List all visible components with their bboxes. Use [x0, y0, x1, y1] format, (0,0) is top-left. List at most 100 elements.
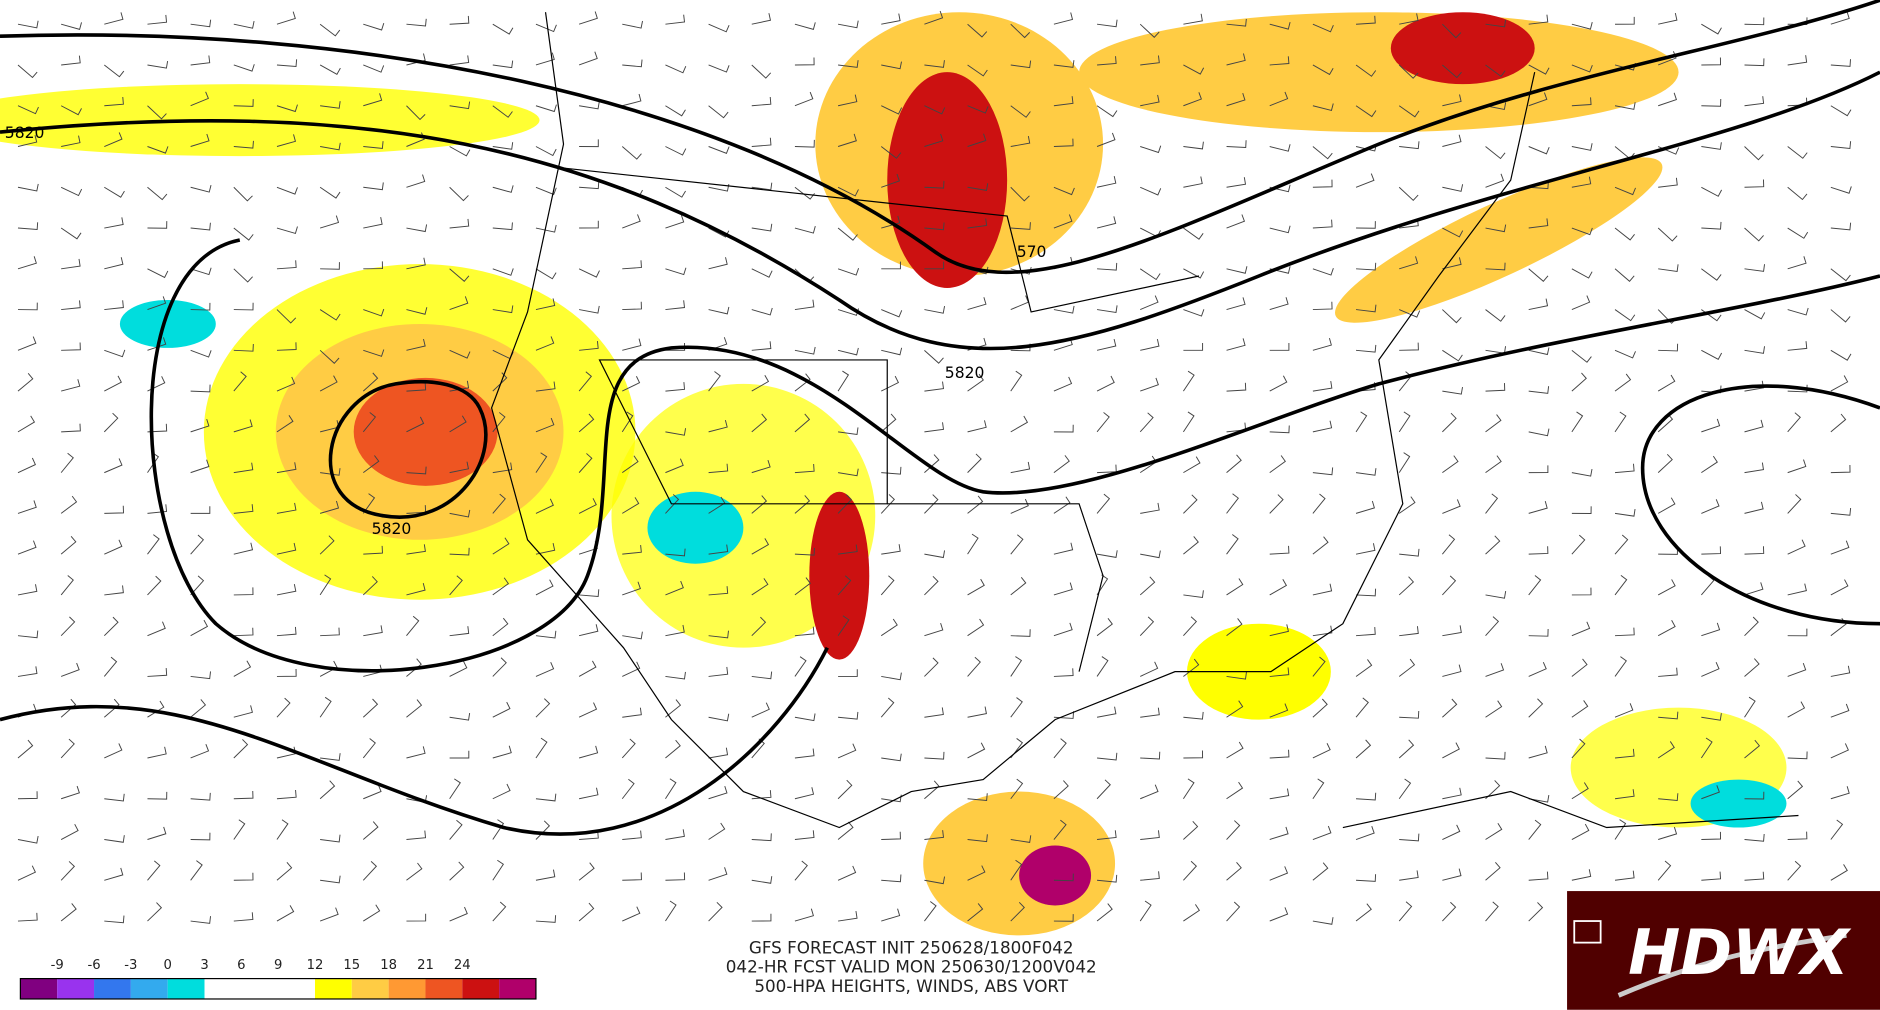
barb	[880, 413, 897, 433]
barb	[1744, 227, 1764, 242]
barb	[1528, 14, 1549, 25]
barb	[535, 104, 557, 113]
barb	[1571, 411, 1584, 433]
barb	[1528, 218, 1549, 229]
barb	[1053, 914, 1074, 922]
barb	[362, 372, 379, 392]
barb	[449, 778, 461, 800]
barb	[1096, 176, 1117, 188]
contour	[0, 646, 829, 836]
barb	[1528, 298, 1549, 311]
barb	[708, 496, 726, 514]
barb	[1571, 506, 1592, 514]
barb	[1399, 833, 1420, 842]
barb	[320, 468, 341, 476]
barb	[363, 93, 383, 107]
barb	[1312, 301, 1333, 311]
barb	[1701, 622, 1721, 637]
barb	[794, 787, 815, 800]
barb	[1485, 861, 1501, 881]
barb	[1701, 713, 1722, 721]
barb	[406, 544, 426, 555]
barb	[967, 618, 985, 637]
barb	[406, 105, 426, 121]
barb	[1528, 92, 1548, 107]
barb	[535, 224, 557, 233]
barb	[1485, 173, 1505, 188]
barb	[1226, 338, 1246, 351]
barb	[17, 373, 34, 392]
barb	[1096, 903, 1113, 922]
barb	[449, 861, 465, 881]
barb	[880, 618, 898, 637]
barb	[1096, 706, 1117, 718]
barb	[60, 452, 74, 473]
barb	[319, 186, 341, 199]
barb	[751, 137, 772, 147]
barb	[1614, 411, 1627, 433]
barb	[1787, 780, 1804, 800]
barb	[1096, 412, 1110, 433]
barb	[794, 495, 811, 514]
barb	[104, 835, 125, 843]
barb	[60, 616, 76, 637]
barb	[1571, 268, 1593, 279]
barb	[1787, 494, 1802, 514]
barb	[535, 869, 556, 881]
barb	[1053, 376, 1073, 392]
barb	[1442, 499, 1461, 514]
barb	[1183, 536, 1199, 555]
barb	[967, 656, 981, 677]
barb	[1744, 616, 1759, 637]
barb	[665, 428, 687, 436]
colorbar-label: -9	[51, 958, 64, 973]
barb	[1830, 579, 1849, 596]
barb	[233, 302, 254, 311]
barb	[1182, 778, 1195, 800]
barb	[147, 668, 168, 677]
vort-area	[353, 377, 498, 486]
barb	[1053, 12, 1074, 25]
barb	[1053, 819, 1067, 840]
barb	[1571, 700, 1589, 718]
barb	[578, 413, 595, 433]
border	[563, 167, 1200, 313]
logo: HDWX	[1567, 891, 1880, 1010]
barb	[1614, 227, 1635, 241]
barb	[233, 186, 253, 202]
barb	[1398, 576, 1415, 596]
barb	[665, 64, 687, 74]
barb	[61, 300, 81, 311]
barb	[276, 59, 298, 68]
barb	[535, 498, 554, 514]
barb	[1744, 146, 1764, 161]
barb	[1356, 588, 1377, 597]
barb	[1312, 467, 1334, 476]
barb	[492, 617, 509, 637]
barb	[233, 542, 254, 555]
barb	[1399, 256, 1419, 270]
barb	[319, 535, 335, 555]
barb	[751, 495, 768, 514]
barb	[1139, 268, 1161, 281]
barb	[967, 420, 987, 433]
barb	[1183, 494, 1198, 514]
barb	[60, 495, 78, 514]
barb	[837, 268, 860, 276]
barb	[319, 64, 341, 75]
barb	[794, 373, 811, 392]
barb	[1744, 696, 1756, 718]
barb	[1614, 463, 1635, 474]
barb	[665, 872, 686, 881]
barb	[1657, 453, 1673, 473]
barb	[881, 173, 900, 188]
barb	[794, 626, 815, 637]
barb	[708, 867, 728, 881]
barb	[190, 302, 211, 311]
barb	[751, 538, 770, 555]
barb	[406, 174, 426, 188]
barb	[1442, 64, 1462, 79]
barb	[61, 135, 81, 147]
barb	[1010, 105, 1031, 118]
barb	[967, 533, 979, 555]
